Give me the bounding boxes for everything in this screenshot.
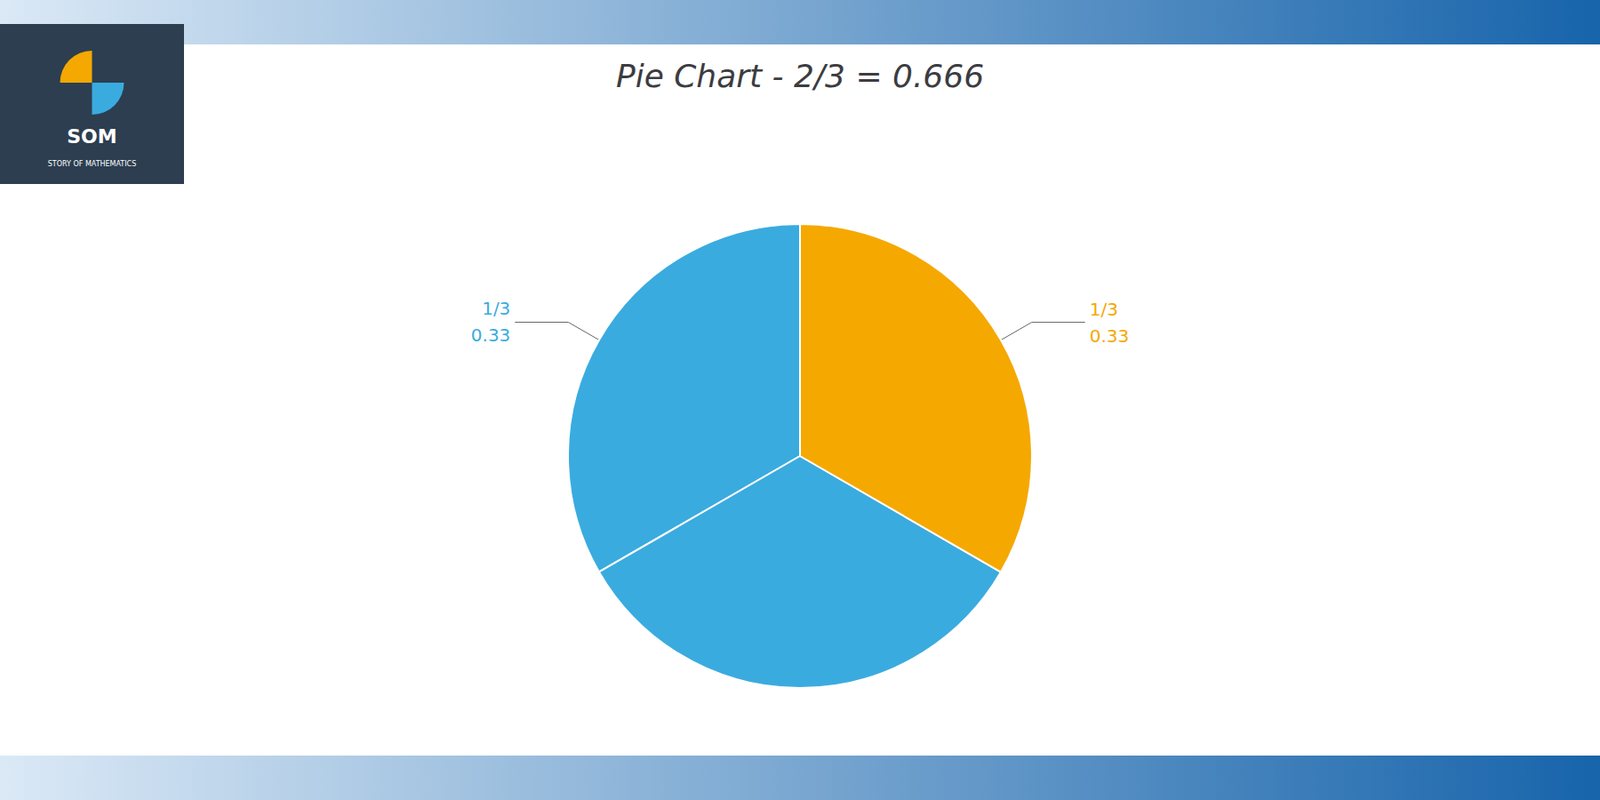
svg-text:Pie Chart - 2/3 = 0.666: Pie Chart - 2/3 = 0.666: [616, 57, 984, 95]
svg-text:0.33: 0.33: [471, 324, 512, 346]
svg-text:SOM: SOM: [66, 125, 117, 148]
svg-text:0.33: 0.33: [1089, 325, 1130, 347]
svg-text:1/3: 1/3: [481, 297, 511, 320]
svg-text:STORY OF MATHEMATICS: STORY OF MATHEMATICS: [48, 160, 137, 168]
svg-text:1/3: 1/3: [1089, 298, 1119, 320]
